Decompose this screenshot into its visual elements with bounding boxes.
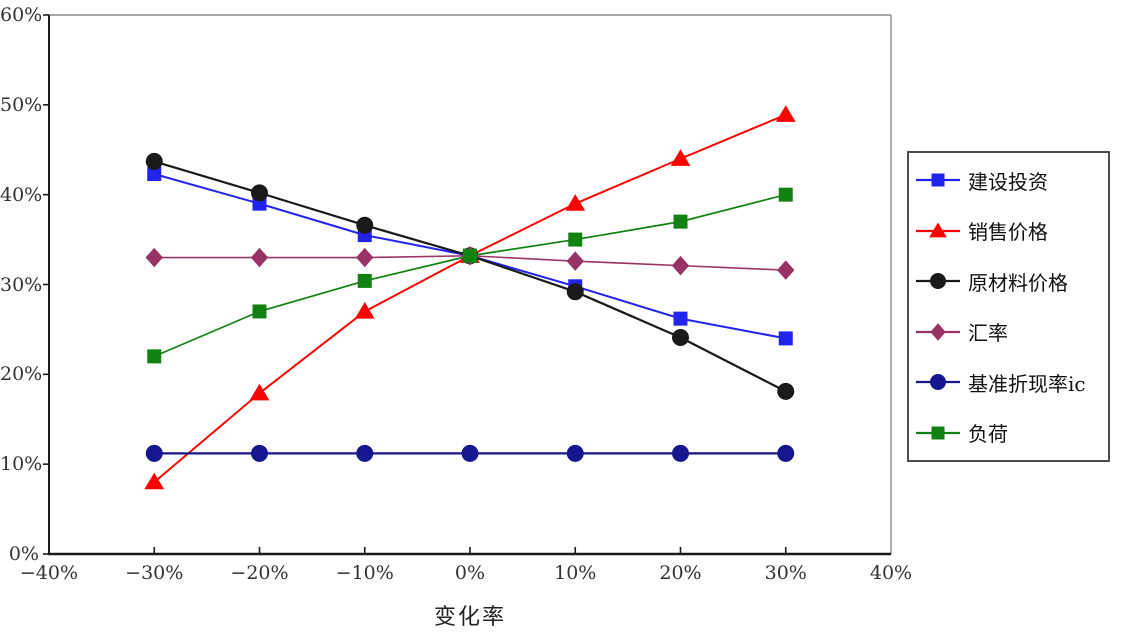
marker-square — [357, 273, 372, 288]
legend-item-4[interactable]: 汇率 — [915, 317, 1108, 346]
legend-marker-icon — [916, 222, 960, 238]
x-tick-label: −10% — [335, 562, 394, 584]
series-line — [153, 193, 786, 358]
series-3 — [145, 152, 795, 400]
y-tick-label: 0% — [8, 543, 39, 565]
marker-diamond — [145, 247, 163, 268]
marker-circle — [145, 444, 163, 462]
marker-triangle — [929, 222, 947, 238]
marker-square — [252, 304, 267, 319]
marker-circle — [251, 444, 268, 462]
y-tick-label: 20% — [0, 363, 43, 386]
marker-circle — [145, 152, 163, 170]
marker-square — [778, 187, 793, 202]
legend-item-2[interactable]: 销售价格 — [915, 216, 1108, 245]
marker-triangle — [249, 383, 270, 401]
marker-diamond — [250, 247, 269, 268]
y-tick-label: 50% — [0, 93, 43, 116]
marker-triangle — [144, 472, 165, 490]
x-axis-title: 变化率 — [433, 605, 507, 630]
marker-diamond — [777, 260, 795, 280]
marker-square — [931, 426, 945, 440]
marker-circle — [251, 184, 268, 202]
x-tick-label: −20% — [230, 562, 289, 584]
x-tick-label: −30% — [125, 562, 184, 584]
marker-diamond — [566, 251, 584, 271]
marker-square — [673, 311, 688, 326]
marker-circle — [566, 444, 584, 462]
legend-marker-icon — [916, 322, 960, 341]
marker-diamond — [930, 322, 946, 341]
legend-item-1[interactable]: 建设投资 — [915, 166, 1108, 195]
legend-label: 销售价格 — [968, 220, 1048, 245]
legend-marker-icon — [916, 426, 960, 440]
marker-circle — [672, 329, 689, 347]
marker-circle — [461, 444, 479, 462]
series-4 — [145, 246, 795, 280]
marker-circle — [356, 444, 374, 462]
marker-square — [673, 214, 688, 229]
marker-square — [568, 232, 583, 247]
legend-label: 建设投资 — [968, 169, 1048, 194]
marker-circle — [777, 444, 795, 462]
legend-marker-icon — [916, 273, 960, 290]
series-5 — [145, 444, 795, 462]
marker-circle — [930, 273, 946, 290]
legend-item-6[interactable]: 负荷 — [915, 418, 1108, 447]
legend-label: 基准折现率ic — [968, 371, 1086, 396]
marker-circle — [356, 216, 374, 234]
series-6 — [147, 187, 793, 364]
chart-legend: 建设投资销售价格原材料价格汇率基准折现率ic 负荷 — [907, 151, 1110, 462]
x-tick-label: 40% — [869, 562, 913, 584]
x-tick-label: 10% — [554, 562, 597, 584]
marker-circle — [566, 283, 584, 301]
marker-triangle — [775, 105, 796, 122]
legend-label: 汇率 — [968, 321, 1008, 346]
legend-label: 原材料价格 — [968, 270, 1068, 295]
x-tick-label: 20% — [659, 562, 702, 584]
marker-circle — [930, 374, 946, 391]
marker-square — [778, 331, 793, 346]
legend-item-5[interactable]: 基准折现率ic — [915, 368, 1108, 397]
x-tick-label: 30% — [764, 562, 807, 584]
marker-square — [463, 248, 477, 263]
series-line — [153, 160, 787, 393]
y-tick-label: 60% — [0, 4, 43, 26]
series-2 — [144, 105, 796, 490]
x-tick-label: −40% — [19, 562, 79, 584]
marker-square — [147, 349, 162, 364]
legend-label: 负荷 — [968, 422, 1008, 447]
series-line — [153, 113, 787, 483]
y-tick-label: 40% — [0, 183, 43, 206]
marker-circle — [777, 382, 795, 400]
marker-circle — [672, 444, 689, 462]
marker-diamond — [671, 255, 690, 276]
x-tick-label: 0% — [454, 562, 486, 584]
marker-triangle — [565, 194, 586, 211]
marker-triangle — [354, 301, 375, 319]
legend-marker-icon — [916, 374, 960, 391]
marker-square — [931, 173, 945, 187]
marker-triangle — [670, 149, 691, 166]
marker-diamond — [356, 247, 374, 268]
y-tick-label: 30% — [0, 273, 43, 296]
legend-item-3[interactable]: 原材料价格 — [915, 267, 1108, 296]
y-tick-label: 10% — [0, 453, 43, 476]
legend-marker-icon — [916, 173, 960, 187]
